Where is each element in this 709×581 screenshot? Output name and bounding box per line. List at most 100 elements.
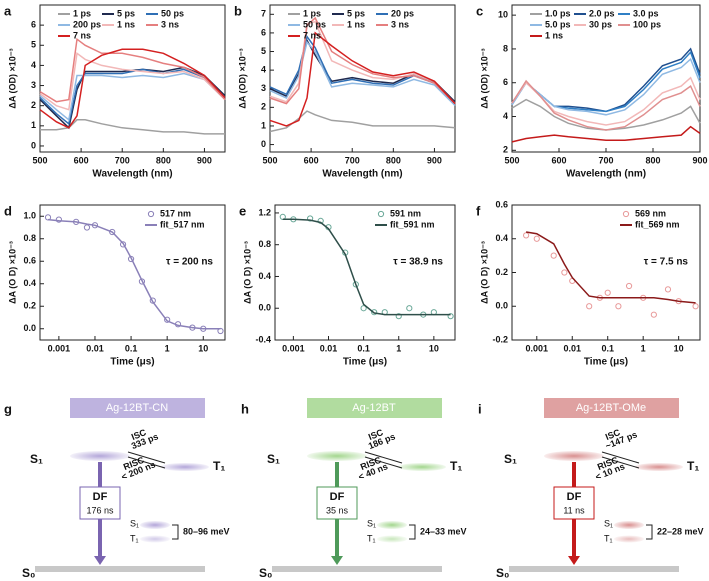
label-t1: T₁ [687, 459, 699, 473]
label-t1: T₁ [450, 459, 462, 473]
annotation: τ = 7.5 ns [644, 256, 689, 267]
title-box [544, 398, 679, 418]
data-point [625, 282, 633, 290]
y-tick-label: 0.4 [495, 233, 508, 243]
diagram-title: Ag-12BT [352, 402, 396, 414]
label-s1: S₁ [30, 452, 43, 466]
y-tick-label: 1 [261, 120, 266, 130]
y-tick-label: 4 [503, 111, 508, 121]
legend-label: 3 ns [391, 19, 409, 29]
data-point [164, 316, 171, 323]
x-tick-label: 1 [165, 343, 170, 353]
series-line [39, 37, 226, 103]
series-line [269, 16, 456, 105]
legend-label: 20 ps [391, 8, 414, 18]
df-label: DF [330, 491, 345, 503]
y-axis-label: ΔA (OD) ×10⁻³ [7, 48, 17, 108]
y-axis-label: ΔA (O D) ×10⁻³ [479, 241, 489, 304]
legend-label: 1 ns [545, 30, 563, 40]
x-tick-label: 0.1 [601, 343, 614, 353]
legend-label: 1 ns [117, 19, 135, 29]
legend-label: 517 nm [160, 208, 191, 218]
series-line [269, 31, 456, 127]
y-tick-label: 4 [31, 60, 36, 70]
label-t1: T₁ [213, 459, 225, 473]
x-tick-label: 700 [598, 155, 613, 165]
x-tick-label: 1 [396, 343, 401, 353]
panel-label: a [4, 3, 12, 18]
data-point [149, 297, 156, 304]
legend-label: 7 ns [73, 30, 91, 40]
legend-label: 1 ns [347, 19, 365, 29]
data-point [604, 289, 611, 296]
data-point [406, 305, 413, 312]
legend-label: 591 nm [390, 208, 421, 218]
series-line [511, 50, 701, 113]
y-tick-label: 0.6 [495, 199, 508, 209]
gap-bracket [646, 524, 653, 540]
y-tick-label: 0.8 [23, 233, 36, 243]
level-t1 [161, 463, 209, 471]
risc-arrow [601, 456, 640, 469]
x-tick-label: 0.001 [526, 343, 549, 353]
ground-level [35, 566, 205, 572]
legend-label: 5.0 ps [545, 19, 571, 29]
mini-s1-label: S₁ [130, 518, 139, 528]
x-tick-label: 0.01 [320, 343, 338, 353]
series-line [511, 76, 701, 126]
mini-s1 [377, 521, 407, 529]
data-point [317, 217, 324, 224]
x-axis-label: Wavelength (nm) [322, 169, 402, 180]
legend-marker [377, 210, 385, 218]
level-s1 [307, 451, 367, 461]
y-tick-label: 0 [261, 139, 266, 149]
isc-arrow [601, 451, 640, 464]
label-s1: S₁ [504, 452, 517, 466]
series-line [47, 218, 221, 330]
label-s0: S₀ [259, 566, 272, 580]
data-point [650, 311, 657, 318]
x-axis-label: Time (μs) [110, 357, 154, 368]
x-tick-label: 600 [551, 155, 566, 165]
y-tick-label: -0.4 [255, 334, 271, 344]
x-tick-label: 10 [674, 343, 684, 353]
y-tick-label: 3 [31, 80, 36, 90]
ground-level [509, 566, 679, 572]
legend-label: 569 nm [635, 208, 666, 218]
df-box [553, 486, 595, 520]
plot-frame [39, 204, 226, 341]
x-axis-label: Time (μs) [584, 357, 628, 368]
y-tick-label: -0.2 [492, 334, 508, 344]
ground-level [272, 566, 442, 572]
plot-frame [274, 204, 456, 341]
gap-bracket [172, 524, 179, 540]
series-line [269, 40, 456, 107]
y-tick-label: 0.4 [258, 271, 271, 281]
series-line [525, 231, 696, 304]
level-s1 [544, 451, 604, 461]
x-tick-label: 700 [345, 155, 360, 165]
y-tick-label: 4 [261, 65, 266, 75]
risc-arrow [127, 456, 166, 469]
y-tick-label: 2 [31, 100, 36, 110]
y-axis-label: ΔA (OD) ×10⁻³ [479, 48, 489, 108]
mini-t1 [377, 535, 407, 543]
panel-label: h [241, 401, 249, 416]
y-tick-label: 6 [503, 77, 508, 87]
df-label: DF [93, 491, 108, 503]
legend-marker [622, 210, 630, 218]
mini-s1 [140, 521, 170, 529]
mini-t1 [614, 535, 644, 543]
isc-arrow [364, 451, 403, 464]
x-axis-label: Wavelength (nm) [566, 169, 646, 180]
panel-label: c [476, 3, 483, 18]
x-tick-label: 900 [692, 155, 707, 165]
legend-label: 3.0 ps [633, 8, 659, 18]
series-line [39, 68, 226, 126]
series-line [269, 110, 456, 133]
arrow-head [94, 556, 106, 565]
gap-bracket [409, 524, 416, 540]
series-line [40, 119, 225, 135]
